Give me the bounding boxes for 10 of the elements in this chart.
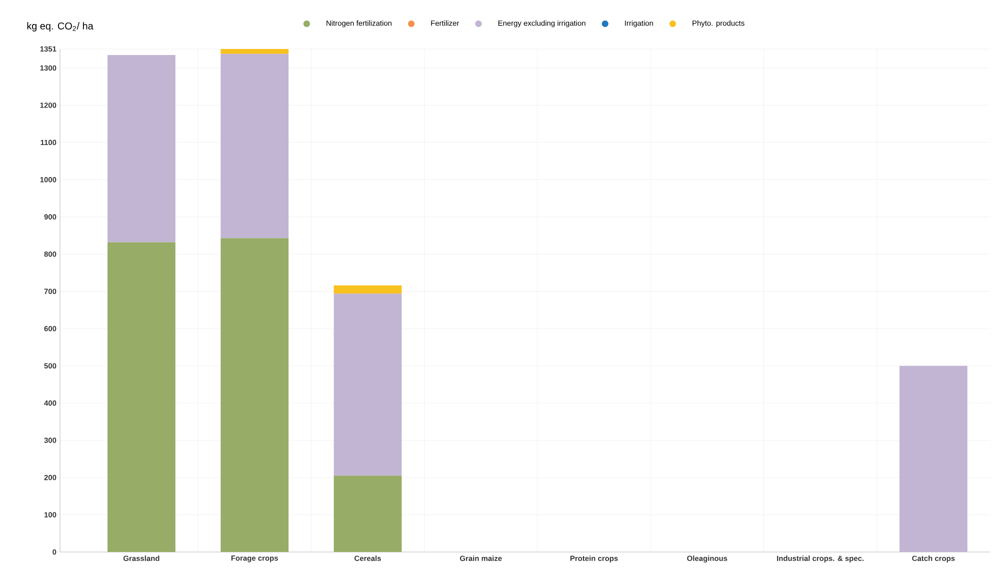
bar	[900, 366, 968, 552]
bar	[108, 242, 176, 552]
bar	[334, 285, 402, 294]
bar	[108, 54, 176, 242]
y-axis-title: kg eq. CO$_{2}$/ ha	[27, 22, 94, 32]
bar	[220, 238, 289, 552]
bar	[220, 48, 289, 54]
bar	[334, 476, 402, 552]
bar	[220, 54, 289, 238]
bar	[334, 294, 402, 476]
